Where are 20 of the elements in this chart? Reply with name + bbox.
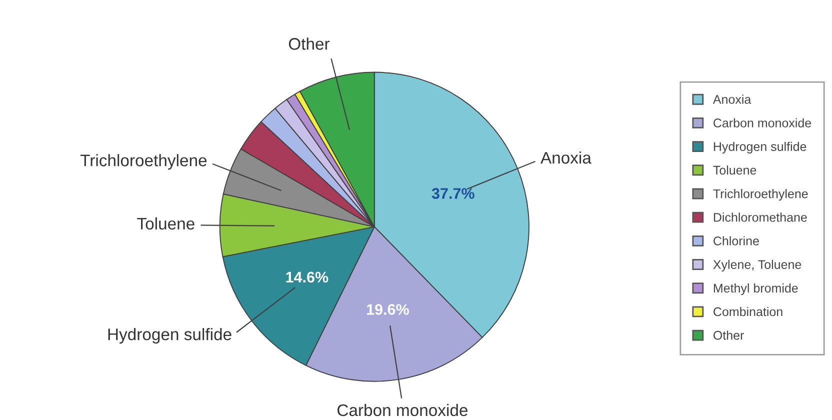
data-label: 37.7% [432,188,474,199]
legend-label: Dichloromethane [714,212,807,222]
text: Anoxia [540,151,592,164]
text: Hydrogen sulfide [108,328,232,344]
text: Toluene [137,217,194,230]
text: Trichloroethylene [80,154,207,170]
text: Carbon monoxide [338,404,468,416]
data-label: 14.6% [286,272,328,283]
legend-label: Trichloroethylene [713,189,808,201]
legend-label: Anoxia [712,94,752,104]
data-label: 19.6% [367,304,409,315]
legend-label: Toluene [713,165,756,175]
legend-label: Carbon monoxide [714,118,812,128]
legend-label: Other [714,330,744,340]
legend-label: Hydrogen sulfide [714,142,806,154]
legend-label: Combination [714,306,782,316]
text: Other [288,38,330,50]
legend-label: Chlorine [714,236,759,246]
legend-label: Xylene, Toluene [713,260,802,272]
legend-label: Methyl bromide [714,283,798,296]
